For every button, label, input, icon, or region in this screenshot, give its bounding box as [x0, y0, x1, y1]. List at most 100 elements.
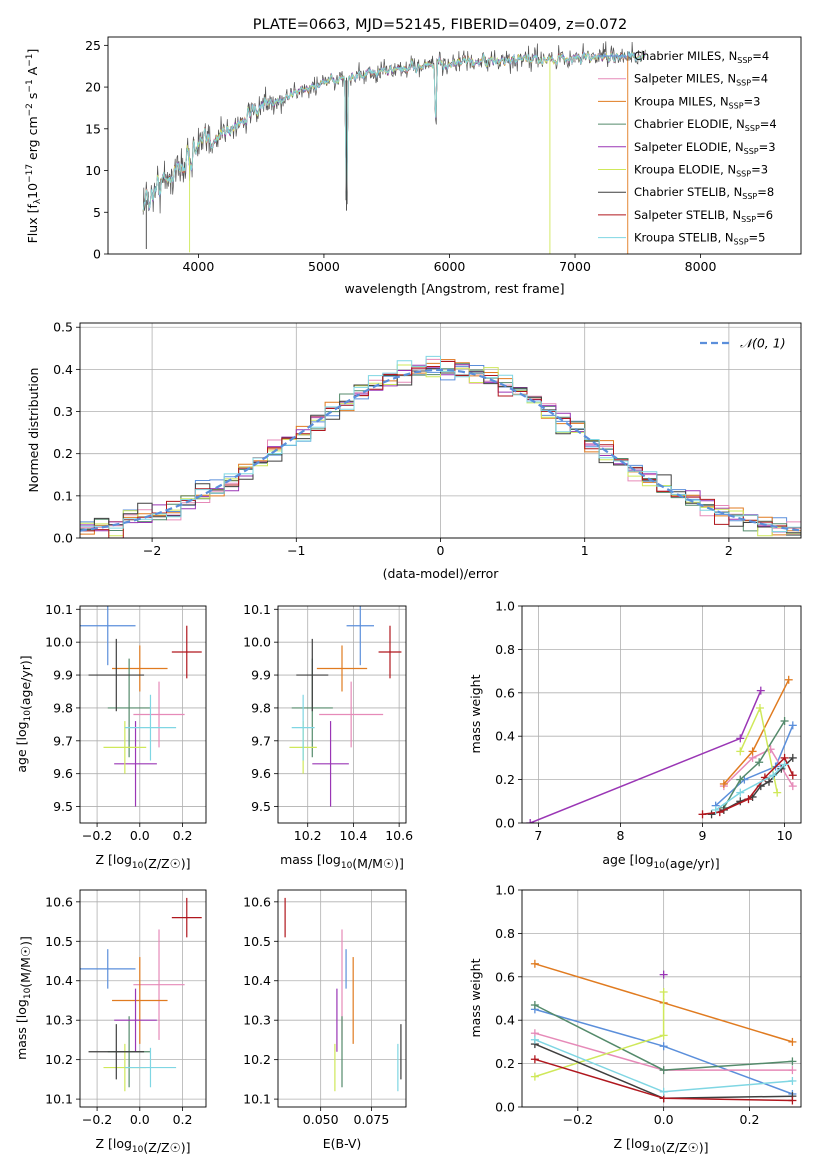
y-tick-label: 0.5	[53, 320, 73, 335]
y-tick-label: 9.7	[251, 733, 271, 748]
x-tick-label: −0.2	[82, 1112, 112, 1127]
x-tick-label: 6000	[434, 259, 466, 274]
y-tick-label: 10.1	[243, 1092, 271, 1107]
chart-title: PLATE=0663, MJD=52145, FIBERID=0409, z=0…	[253, 17, 627, 33]
weight-vs-Z-axes: −0.2 0.0 0.2 0.0 0.2 0.4 0.6 0.8 1.0	[495, 883, 801, 1127]
legend-label: Chabrier MILES, NSSP=4	[634, 49, 769, 65]
x-tick-label: 0.0	[654, 1112, 674, 1127]
x-tick-label: 7	[534, 828, 542, 843]
x-tick-label: 8	[616, 828, 624, 843]
y-tick-label: 25	[85, 38, 101, 53]
x-tick-label: 5000	[308, 259, 340, 274]
y-axis-label: Normed distribution	[26, 368, 41, 493]
age-vs-mass-axes: 10.2 10.4 10.6 9.5 9.6 9.7 9.8 9.9 10.0 10.1	[243, 602, 413, 843]
y-tick-label: 9.8	[251, 700, 271, 715]
weight-lines	[526, 675, 797, 823]
x-tick-label: −1	[287, 543, 305, 558]
x-tick-label: 9	[699, 828, 707, 843]
y-tick-label: 0.6	[495, 969, 515, 984]
axes-frame	[277, 605, 407, 824]
y-tick-label: 0.3	[53, 404, 73, 419]
errorbars	[80, 897, 202, 1092]
y-tick-label: 10.1	[243, 602, 271, 617]
mass-vs-Z-axes: −0.2 0.0 0.2 10.1 10.2 10.3 10.4 10.5 10.6	[45, 890, 206, 1127]
x-axis-label: mass [log10(M/M☉)]	[280, 852, 404, 871]
x-tick-label: 0.0	[130, 1112, 150, 1127]
x-tick-label: 0.075	[354, 1112, 390, 1127]
x-tick-label: 0.050	[303, 1112, 339, 1127]
y-tick-label: 9.9	[251, 668, 271, 683]
x-axis-label: Z [log10(Z/Z☉)]	[95, 1136, 190, 1155]
x-tick-label: 8000	[685, 259, 717, 274]
axes-frame	[79, 889, 207, 1108]
x-tick-label: 1	[581, 543, 589, 558]
y-tick-label: 10.4	[243, 973, 271, 988]
axes-frame	[107, 36, 802, 255]
y-tick-label: 10.0	[45, 635, 73, 650]
y-tick-label: 1.0	[495, 883, 515, 898]
axes-frame	[521, 605, 802, 824]
x-axis-label: wavelength [Angstrom, rest frame]	[344, 281, 564, 296]
x-tick-label: 4000	[182, 259, 214, 274]
y-tick-label: 0.1	[53, 488, 73, 503]
spectrum-lines	[142, 41, 646, 254]
y-tick-label: 9.5	[251, 799, 271, 814]
y-tick-label: 9.8	[53, 700, 73, 715]
axes-frame	[79, 605, 207, 824]
legend-label: Salpeter ELODIE, NSSP=3	[634, 140, 776, 156]
x-tick-label: −0.2	[82, 828, 112, 843]
legend-label: Kroupa STELIB, NSSP=5	[634, 231, 765, 247]
y-tick-label: 20	[85, 80, 101, 95]
y-tick-label: 10.4	[45, 973, 73, 988]
y-tick-label: 0.0	[495, 816, 515, 831]
y-axis-label: mass weight	[468, 958, 483, 1037]
legend: Chabrier MILES, NSSP=4 Salpeter MILES, NS…	[598, 49, 777, 247]
x-axis-label: age [log10(age/yr)]	[602, 852, 719, 871]
y-tick-label: 9.9	[53, 668, 73, 683]
y-tick-label: 9.6	[251, 766, 271, 781]
gaussian-curve	[80, 368, 801, 532]
x-tick-label: 10.2	[294, 828, 322, 843]
legend-label: Kroupa ELODIE, NSSP=3	[634, 163, 768, 179]
y-tick-label: 9.6	[53, 766, 73, 781]
y-tick-label: 10.3	[243, 1013, 271, 1028]
axes-frame	[521, 889, 802, 1108]
y-tick-label: 10.5	[243, 934, 271, 949]
legend-label: 𝒩(0, 1)	[740, 336, 786, 351]
x-axis-label: E(B-V)	[323, 1136, 362, 1151]
y-tick-label: 10.6	[243, 894, 271, 909]
y-tick-label: 0.8	[495, 642, 515, 657]
errorbars	[289, 606, 402, 807]
weight-lines	[530, 959, 797, 1105]
legend-label: Salpeter STELIB, NSSP=6	[634, 208, 773, 224]
y-tick-label: 5	[93, 205, 101, 220]
y-tick-label: 15	[85, 121, 101, 136]
x-tick-label: 10.4	[340, 828, 368, 843]
x-tick-label: 2	[725, 543, 733, 558]
y-axis-label: mass [log10(M/M☉)]	[14, 936, 33, 1060]
y-tick-label: 10	[85, 163, 101, 178]
y-tick-label: 1.0	[495, 599, 515, 614]
x-axis-label: Z [log10(Z/Z☉)]	[613, 1136, 708, 1155]
x-tick-label: −2	[143, 543, 161, 558]
x-tick-label: 7000	[559, 259, 591, 274]
weight-series	[723, 720, 786, 809]
y-tick-label: 0.0	[495, 1100, 515, 1115]
y-tick-label: 9.7	[53, 733, 73, 748]
residuals-axes: −2 −1 0 1 2 0.0 0.1 0.2 0.3 0.4 0.5	[53, 320, 801, 558]
errorbars	[284, 897, 402, 1092]
y-tick-label: 9.5	[53, 799, 73, 814]
y-tick-label: 10.1	[45, 1092, 73, 1107]
x-tick-label: −0.2	[563, 1112, 593, 1127]
y-tick-label: 0.8	[495, 926, 515, 941]
x-tick-label: 10	[777, 828, 793, 843]
legend-label: Kroupa MILES, NSSP=3	[634, 94, 760, 110]
y-tick-label: 0.4	[495, 729, 515, 744]
age-vs-Z-axes: −0.2 0.0 0.2 9.5 9.6 9.7 9.8 9.9 10.0 10.1	[45, 602, 206, 843]
y-tick-label: 10.2	[45, 1052, 73, 1067]
y-tick-label: 0.4	[495, 1013, 515, 1028]
legend-label: Chabrier STELIB, NSSP=8	[634, 185, 774, 201]
x-tick-label: 10.6	[385, 828, 413, 843]
x-tick-label: 0	[437, 543, 445, 558]
mass-vs-EBV-axes: 0.050 0.075 10.1 10.2 10.3 10.4 10.5 10.6	[243, 890, 406, 1127]
